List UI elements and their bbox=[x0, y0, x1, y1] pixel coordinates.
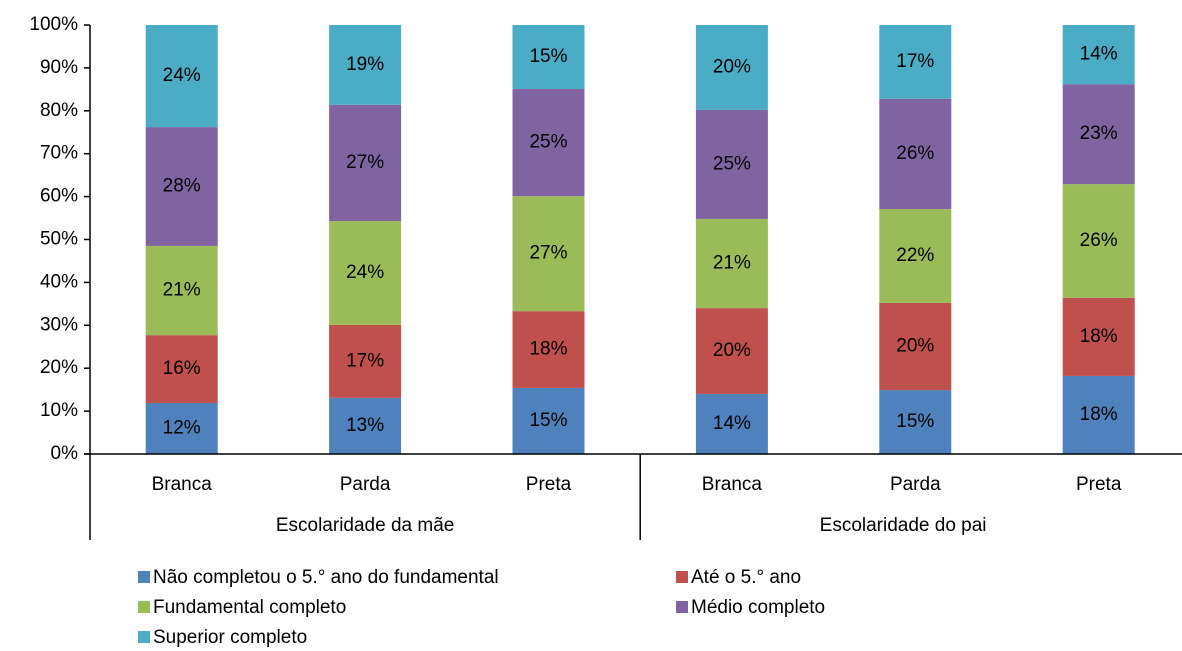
data-label: 15% bbox=[529, 46, 567, 67]
data-label: 17% bbox=[896, 51, 934, 72]
bar-segment bbox=[145, 245, 218, 336]
bar-segment bbox=[1062, 25, 1135, 85]
bar-segment bbox=[329, 221, 402, 325]
data-label: 18% bbox=[529, 339, 567, 360]
data-label: 17% bbox=[346, 350, 384, 371]
x-tick-label: Branca bbox=[152, 474, 213, 495]
data-label: 21% bbox=[163, 280, 201, 301]
y-tick-label: 40% bbox=[40, 271, 78, 292]
data-label: 14% bbox=[1080, 44, 1118, 65]
bar-segment bbox=[879, 390, 952, 454]
bar-segment bbox=[1062, 297, 1135, 376]
data-label: 27% bbox=[529, 243, 567, 264]
x-tick-label: Branca bbox=[702, 474, 763, 495]
data-label: 20% bbox=[896, 336, 934, 357]
group-label: Escolaridade da mãe bbox=[276, 515, 455, 536]
bar-segment bbox=[879, 25, 952, 99]
y-tick-label: 0% bbox=[51, 443, 79, 464]
data-label: 27% bbox=[346, 152, 384, 173]
bar-segment bbox=[879, 302, 952, 391]
bar-segment bbox=[329, 324, 402, 398]
data-label: 15% bbox=[529, 410, 567, 431]
data-label: 12% bbox=[163, 417, 201, 438]
data-label: 20% bbox=[713, 340, 751, 361]
bar-segment bbox=[512, 25, 585, 89]
legend-label: Até o 5.° ano bbox=[691, 567, 801, 588]
bar-segment bbox=[145, 127, 218, 246]
bar-segment bbox=[879, 209, 952, 303]
bar-segment bbox=[145, 335, 218, 403]
y-tick-label: 60% bbox=[40, 186, 78, 207]
bar-segment bbox=[329, 25, 402, 105]
data-label: 18% bbox=[1080, 326, 1118, 347]
x-tick-label: Preta bbox=[526, 474, 572, 495]
data-label: 18% bbox=[1080, 404, 1118, 425]
bar-segment bbox=[145, 402, 218, 454]
legend-swatch bbox=[138, 631, 150, 643]
data-label: 26% bbox=[1080, 230, 1118, 251]
bar-segment bbox=[1062, 184, 1135, 298]
bar-segment bbox=[695, 393, 768, 454]
data-label: 24% bbox=[346, 262, 384, 283]
data-label: 19% bbox=[346, 54, 384, 75]
bar-segment bbox=[1062, 84, 1135, 185]
bar-segment bbox=[695, 109, 768, 219]
bar-segment bbox=[512, 88, 585, 197]
y-tick-label: 10% bbox=[40, 400, 78, 421]
y-tick-label: 30% bbox=[40, 314, 78, 335]
data-label: 20% bbox=[713, 56, 751, 77]
y-tick-label: 70% bbox=[40, 143, 78, 164]
legend-label: Fundamental completo bbox=[153, 597, 346, 618]
data-label: 16% bbox=[163, 358, 201, 379]
legend-swatch bbox=[138, 571, 150, 583]
bar-segment bbox=[695, 25, 768, 110]
legend-label: Não completou o 5.° ano do fundamental bbox=[153, 567, 499, 588]
bar-segment bbox=[145, 25, 218, 128]
y-tick-label: 90% bbox=[40, 57, 78, 78]
group-label: Escolaridade do pai bbox=[820, 515, 987, 536]
bar-segment bbox=[329, 397, 402, 454]
data-label: 24% bbox=[163, 65, 201, 86]
legend-label: Médio completo bbox=[691, 597, 825, 618]
y-tick-label: 20% bbox=[40, 357, 78, 378]
data-label: 15% bbox=[896, 411, 934, 432]
y-tick-label: 80% bbox=[40, 100, 78, 121]
data-label: 25% bbox=[529, 132, 567, 153]
data-label: 22% bbox=[896, 245, 934, 266]
data-label: 13% bbox=[346, 415, 384, 436]
bar-segment bbox=[695, 308, 768, 394]
bar-segment bbox=[695, 218, 768, 309]
data-label: 28% bbox=[163, 176, 201, 197]
data-label: 14% bbox=[713, 413, 751, 434]
data-label: 25% bbox=[713, 153, 751, 174]
bar-segment bbox=[1062, 375, 1135, 454]
y-tick-label: 50% bbox=[40, 229, 78, 250]
legend-swatch bbox=[138, 601, 150, 613]
x-tick-label: Parda bbox=[340, 474, 391, 495]
legend-swatch bbox=[676, 601, 688, 613]
bar-segment bbox=[512, 311, 585, 388]
bar-segment bbox=[879, 98, 952, 210]
legend-swatch bbox=[676, 571, 688, 583]
data-label: 21% bbox=[713, 253, 751, 274]
x-tick-label: Preta bbox=[1076, 474, 1122, 495]
legend-label: Superior completo bbox=[153, 627, 307, 648]
bar-segment bbox=[512, 387, 585, 454]
y-tick-label: 100% bbox=[29, 14, 78, 35]
data-label: 23% bbox=[1080, 123, 1118, 144]
bar-segment bbox=[329, 104, 402, 222]
data-label: 26% bbox=[896, 143, 934, 164]
bar-segment bbox=[512, 196, 585, 312]
x-tick-label: Parda bbox=[890, 474, 941, 495]
